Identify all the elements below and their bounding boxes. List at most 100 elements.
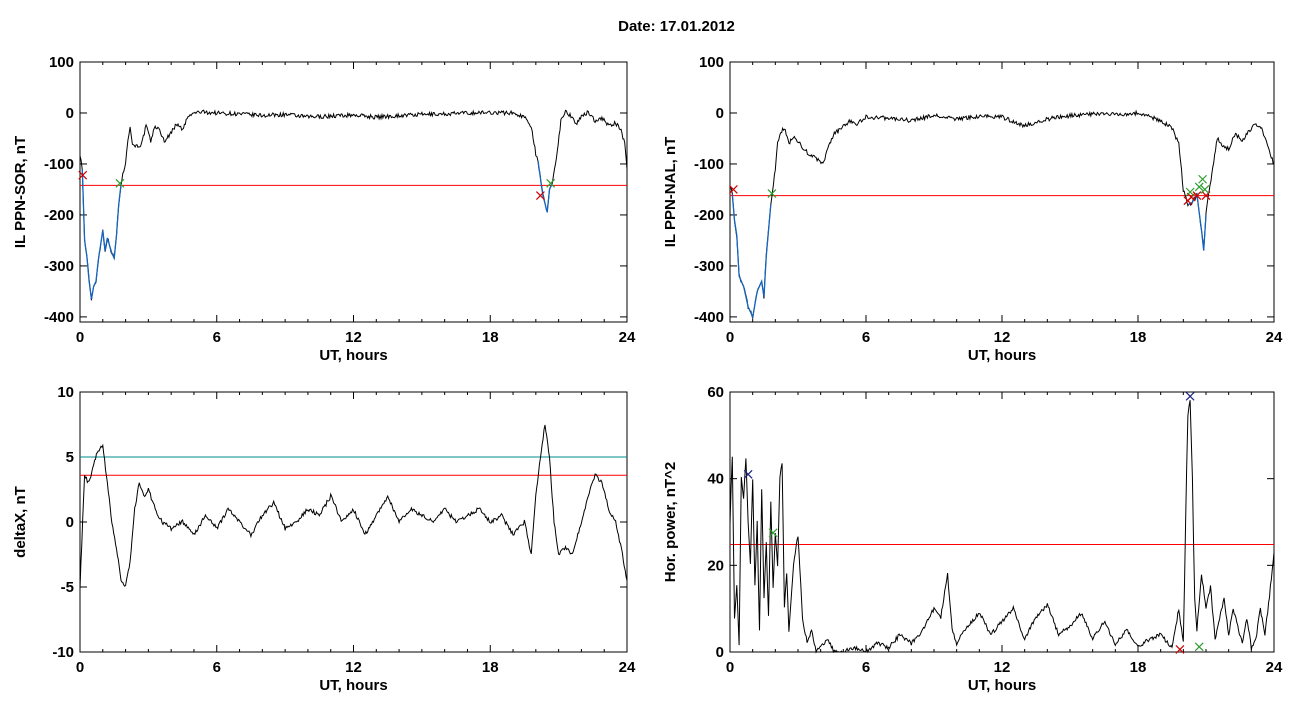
y-tick-label: -400 bbox=[694, 309, 724, 326]
panel-1-xlabel: UT, hours bbox=[319, 347, 387, 364]
panel-hor-power: UT, hours Hor. power, nT^2 0 6 12 18 24 0 20 40… bbox=[662, 384, 1283, 694]
marker-cross-stroke bbox=[78, 170, 88, 180]
y-tick-label: 100 bbox=[49, 54, 74, 71]
y-tick-label: -300 bbox=[694, 258, 724, 275]
x-tick-label: 18 bbox=[482, 329, 499, 346]
y-tick-label: 5 bbox=[66, 449, 74, 466]
data-trace bbox=[79, 424, 628, 590]
y-tick-label: 0 bbox=[716, 105, 724, 122]
panel-3-xlabel: UT, hours bbox=[319, 677, 387, 694]
panel-1-overlay bbox=[78, 161, 556, 300]
x-tick-label: 12 bbox=[994, 659, 1011, 676]
marker-cross-stroke bbox=[1186, 192, 1196, 202]
y-tick-label: 0 bbox=[716, 644, 724, 661]
marker-cross bbox=[1194, 182, 1204, 192]
panel-ppn-sor: UT, hours IL PPN-SOR, nT 0 6 12 18 24 -400 -30… bbox=[12, 54, 636, 364]
marker-cross bbox=[767, 189, 777, 198]
marker-cross-stroke bbox=[546, 178, 556, 188]
marker-cross bbox=[115, 178, 125, 188]
y-tick-label: 100 bbox=[699, 54, 724, 71]
marker-cross bbox=[1186, 192, 1196, 202]
y-tick-label: -300 bbox=[44, 258, 74, 275]
panel-3-ylabel: deltaX, nT bbox=[12, 486, 29, 558]
axes-frame-1 bbox=[79, 61, 628, 323]
x-tick-label: 0 bbox=[726, 659, 734, 676]
y-tick-label: -400 bbox=[44, 309, 74, 326]
marker-cross-stroke bbox=[728, 185, 738, 194]
x-tick-label: 12 bbox=[994, 329, 1011, 346]
x-tick-label: 6 bbox=[862, 659, 870, 676]
marker-cross bbox=[1185, 391, 1195, 401]
marker-cross bbox=[768, 528, 778, 538]
y-tick-label: -200 bbox=[44, 207, 74, 224]
marker-cross bbox=[78, 170, 88, 180]
axes-frame-2 bbox=[729, 61, 1275, 323]
y-tick-label: 10 bbox=[57, 384, 74, 401]
panel-4-xlabel: UT, hours bbox=[968, 677, 1036, 694]
x-tick-label: 12 bbox=[345, 329, 362, 346]
marker-cross-stroke bbox=[1194, 642, 1204, 652]
marker-cross bbox=[728, 185, 738, 194]
page-title: Date: 17.01.2012 bbox=[618, 18, 735, 35]
marker-cross bbox=[546, 178, 556, 188]
marker-cross bbox=[1198, 174, 1208, 184]
x-tick-label: 24 bbox=[619, 659, 636, 676]
panel-4-ylabel: Hor. power, nT^2 bbox=[662, 462, 679, 582]
marker-cross-stroke bbox=[1175, 644, 1185, 654]
marker-cross bbox=[1175, 644, 1185, 654]
data-trace bbox=[729, 400, 1275, 654]
x-tick-label: 6 bbox=[213, 329, 221, 346]
panel-2-ylabel: IL PPN-NAL, nT bbox=[662, 137, 679, 248]
y-tick-label: 40 bbox=[707, 471, 724, 488]
y-tick-label: 0 bbox=[66, 514, 74, 531]
marker-cross-stroke bbox=[767, 189, 777, 198]
data-trace bbox=[729, 109, 1275, 319]
panel-ppn-nal: UT, hours IL PPN-NAL, nT 0 6 12 18 24 -400 -30… bbox=[662, 54, 1283, 364]
y-tick-label: 20 bbox=[707, 557, 724, 574]
highlight-segment bbox=[81, 169, 122, 300]
marker-cross-stroke bbox=[1200, 185, 1210, 194]
panel-deltax: UT, hours deltaX, nT 0 6 12 18 24 -10 -5 0 5 10 bbox=[12, 384, 636, 694]
x-tick-label: 0 bbox=[726, 329, 734, 346]
y-tick-label: 60 bbox=[707, 384, 724, 401]
marker-cross bbox=[743, 469, 753, 479]
x-tick-label: 18 bbox=[1130, 659, 1147, 676]
marker-cross-stroke bbox=[535, 191, 545, 200]
y-tick-label: -5 bbox=[61, 579, 74, 596]
marker-cross bbox=[1185, 187, 1195, 197]
y-tick-label: -100 bbox=[44, 156, 74, 173]
marker-cross bbox=[535, 191, 545, 200]
marker-cross-stroke bbox=[1185, 391, 1195, 401]
y-tick-label: -200 bbox=[694, 207, 724, 224]
panel-4-overlay bbox=[743, 391, 1204, 654]
highlight-segment bbox=[537, 161, 553, 213]
data-trace bbox=[79, 109, 628, 301]
marker-cross bbox=[1192, 191, 1202, 200]
marker-cross-stroke bbox=[768, 528, 778, 538]
y-tick-label: -10 bbox=[52, 644, 74, 661]
x-tick-label: 6 bbox=[213, 659, 221, 676]
x-tick-label: 0 bbox=[76, 659, 84, 676]
panel-2-xlabel: UT, hours bbox=[968, 347, 1036, 364]
panel-1-ylabel: IL PPN-SOR, nT bbox=[12, 136, 29, 248]
x-tick-label: 24 bbox=[619, 329, 636, 346]
highlight-segment bbox=[731, 194, 772, 320]
y-tick-label: -100 bbox=[694, 156, 724, 173]
marker-cross bbox=[1194, 642, 1204, 652]
x-tick-label: 18 bbox=[482, 659, 499, 676]
x-tick-label: 24 bbox=[1266, 659, 1283, 676]
marker-cross-stroke bbox=[1198, 174, 1208, 184]
axes-frame-4 bbox=[729, 391, 1275, 653]
marker-cross-stroke bbox=[743, 469, 753, 479]
marker-cross-stroke bbox=[1194, 182, 1204, 192]
marker-cross bbox=[1200, 185, 1210, 194]
marker-cross-stroke bbox=[115, 178, 125, 188]
x-tick-label: 6 bbox=[862, 329, 870, 346]
x-tick-label: 18 bbox=[1130, 329, 1147, 346]
x-tick-label: 12 bbox=[345, 659, 362, 676]
x-tick-label: 0 bbox=[76, 329, 84, 346]
highlight-segment bbox=[1187, 192, 1207, 251]
marker-cross-stroke bbox=[1192, 191, 1202, 200]
